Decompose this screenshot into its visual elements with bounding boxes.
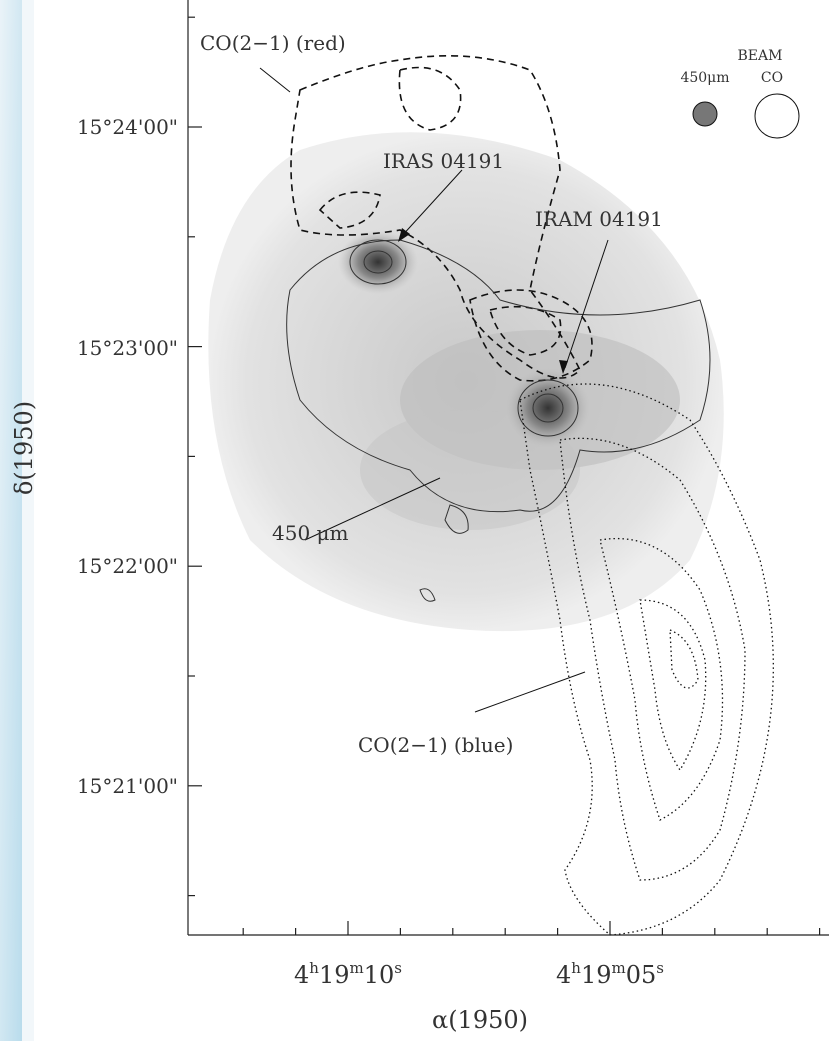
tick-part: 19: [581, 961, 612, 989]
x-tick-label: 4h19m10s: [294, 959, 402, 989]
y-tick-label: 15°22'00": [77, 554, 178, 578]
y-tick-labels: 15°24'00" 15°23'00" 15°22'00" 15°21'00": [77, 115, 178, 798]
tick-part: s: [394, 959, 402, 977]
tick-part: m: [612, 959, 626, 977]
tick-part: s: [656, 959, 664, 977]
co-red-label: CO(2−1) (red): [200, 31, 346, 55]
side-strip: [0, 0, 22, 1041]
y-axis-title: δ(1950): [10, 401, 38, 495]
tick-part: 4: [556, 961, 571, 989]
tick-part: 10: [364, 961, 395, 989]
iram-label: IRAM 04191: [535, 207, 663, 231]
beam-co-label: CO: [761, 70, 783, 86]
beam-co: [755, 94, 799, 138]
beam-title: BEAM: [738, 48, 783, 64]
beam-dust-label: 450μm: [680, 70, 729, 86]
beam-legend: BEAM 450μm CO: [680, 48, 799, 138]
dust-label: 450 μm: [272, 521, 349, 545]
tick-part: 19: [319, 961, 350, 989]
y-tick-label: 15°23'00": [77, 336, 178, 360]
y-tick-label: 15°21'00": [77, 774, 178, 798]
x-axis-title: α(1950): [432, 1006, 528, 1034]
tick-part: h: [309, 959, 319, 977]
iras-label: IRAS 04191: [383, 149, 504, 173]
page: BEAM 450μm CO CO(2−1) (red) IRAS 04191 I…: [0, 0, 829, 1041]
beam-dust: [693, 102, 717, 126]
tick-part: h: [571, 959, 581, 977]
tick-part: 05: [626, 961, 657, 989]
tick-part: 4: [294, 961, 309, 989]
tick-part: m: [350, 959, 364, 977]
x-tick-label: 4h19m05s: [556, 959, 664, 989]
side-strip: [22, 0, 34, 1041]
y-tick-label: 15°24'00": [77, 115, 178, 139]
figure: BEAM 450μm CO CO(2−1) (red) IRAS 04191 I…: [0, 0, 829, 1041]
co-blue-label: CO(2−1) (blue): [358, 733, 513, 757]
